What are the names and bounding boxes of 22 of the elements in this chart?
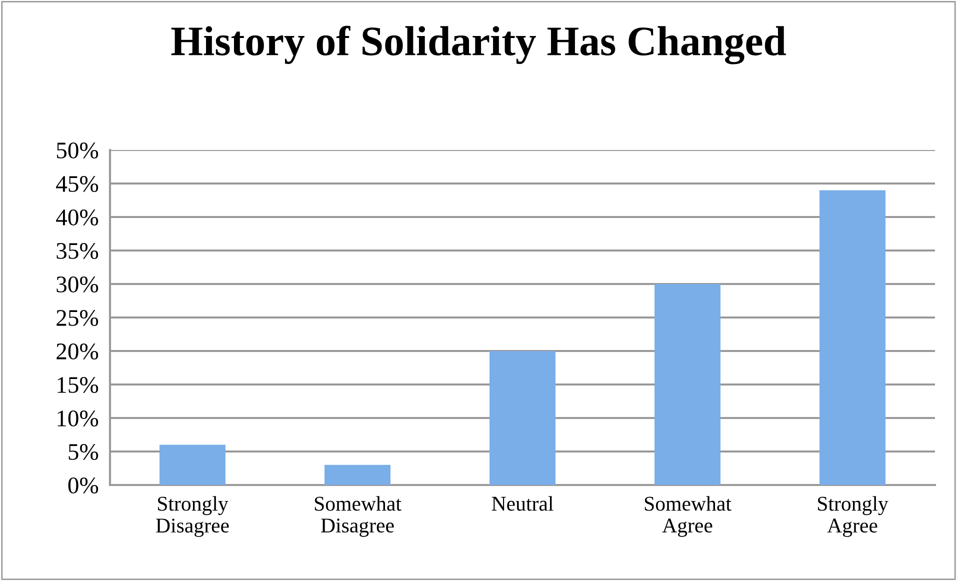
y-tick-label: 45% <box>56 176 98 192</box>
y-tick-label: 0% <box>68 477 98 494</box>
x-tick-label: Somewhat Disagree <box>314 496 402 537</box>
bar <box>820 190 886 485</box>
y-tick-label: 40% <box>56 209 98 226</box>
y-tick-label: 5% <box>68 444 98 460</box>
y-tick-label: 30% <box>56 276 98 292</box>
x-tick-label: Strongly Disagree <box>156 496 229 537</box>
y-tick-label: 50% <box>56 142 98 158</box>
x-tick-label: Strongly Agree <box>818 496 888 537</box>
bar <box>490 351 556 485</box>
y-tick-label: 20% <box>56 343 98 360</box>
y-tick-label: 25% <box>56 310 98 326</box>
y-tick-label: 35% <box>56 242 98 259</box>
chart-title: History of Solidarity Has Changed <box>171 26 786 64</box>
y-tick-label: 15% <box>58 376 98 393</box>
bar <box>160 444 226 485</box>
y-tick-label: 10% <box>58 410 98 426</box>
bar <box>324 464 390 485</box>
x-tick-label: Somewhat Agree <box>644 496 732 537</box>
bar <box>654 284 720 485</box>
x-tick-label: Neutral <box>492 496 554 511</box>
